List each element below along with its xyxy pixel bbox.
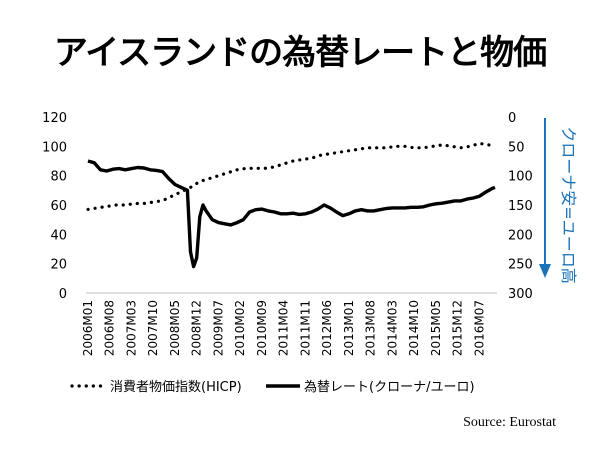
series-layer (86, 141, 497, 269)
left-tick-label: 120 (42, 111, 67, 126)
right-tick-label: 200 (508, 228, 533, 243)
right-axis-label-text: クローナ安=ユーロ高 (559, 126, 578, 283)
exchange-rate-series-line (87, 159, 496, 269)
x-tick-label: 2011M11 (298, 300, 312, 356)
x-tick-label: 2007M10 (146, 300, 160, 356)
legend: 消費者物価指数(HICP) 為替レート(クローナ/ユーロ) (70, 379, 475, 395)
x-axis-ticks: 2006M01 2006M08 2007M03 2007M10 2008M05 2008M… (81, 300, 486, 356)
x-tick-label: 2016M07 (472, 300, 486, 356)
left-axis-ticks: 0 20 40 60 80 100 120 (42, 111, 67, 302)
x-tick-label: 2013M01 (342, 300, 356, 356)
x-tick-label: 2010M02 (233, 300, 247, 356)
x-tick-label: 2014M10 (407, 300, 421, 356)
x-tick-label: 2009M07 (211, 300, 225, 356)
right-tick-label: 50 (508, 140, 525, 155)
right-tick-label: 0 (508, 111, 516, 126)
x-tick-label: 2015M12 (451, 300, 465, 356)
x-tick-label: 2013M08 (364, 300, 378, 356)
right-tick-label: 300 (508, 287, 533, 302)
right-tick-label: 150 (508, 199, 533, 214)
legend-label-hicp: 消費者物価指数(HICP) (110, 380, 242, 395)
left-tick-label: 0 (59, 287, 67, 302)
x-tick-label: 2007M03 (124, 300, 138, 356)
right-axis-ticks: 0 50 100 150 200 250 300 (508, 111, 533, 302)
x-tick-label: 2008M05 (168, 300, 182, 356)
x-tick-label: 2008M12 (190, 300, 204, 356)
down-arrow-icon (539, 264, 551, 278)
x-tick-label: 2015M05 (429, 300, 443, 356)
left-tick-label: 60 (50, 199, 67, 214)
x-tick-label: 2014M03 (385, 300, 399, 356)
left-tick-label: 40 (50, 228, 67, 243)
x-tick-label: 2011M04 (277, 300, 291, 356)
hicp-series-line (86, 141, 497, 211)
left-tick-label: 80 (50, 170, 67, 185)
legend-label-exchange-rate: 為替レート(クローナ/ユーロ) (304, 379, 475, 395)
right-axis-label: クローナ安=ユーロ高 (539, 118, 578, 284)
source-note: Source: Eurostat (463, 415, 556, 430)
x-tick-label: 2006M01 (81, 300, 95, 356)
left-tick-label: 100 (42, 140, 67, 155)
x-tick-label: 2006M08 (103, 300, 117, 356)
right-tick-label: 100 (508, 170, 533, 185)
left-tick-label: 20 (50, 258, 67, 273)
right-tick-label: 250 (508, 258, 533, 273)
chart-title: アイスランドの為替レートと物価 (53, 33, 547, 73)
x-tick-label: 2012M06 (320, 300, 334, 356)
x-tick-label: 2010M09 (255, 300, 269, 356)
